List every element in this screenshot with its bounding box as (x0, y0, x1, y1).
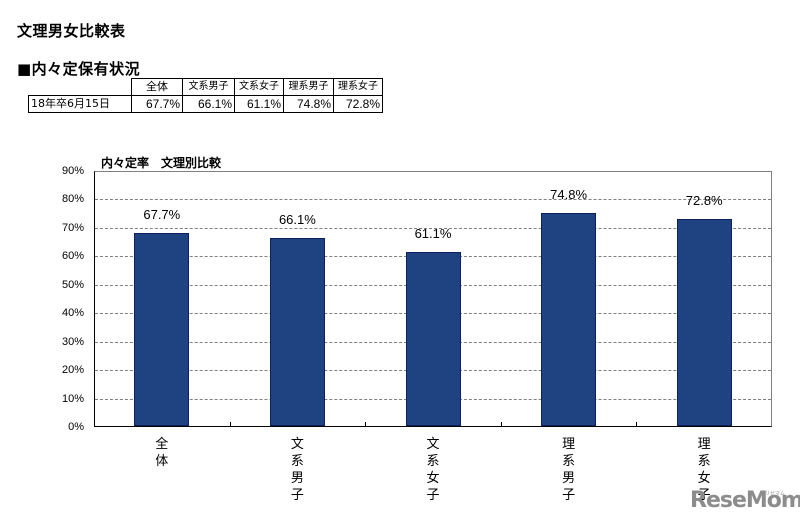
resemom-logo: ReseMom (690, 488, 800, 513)
table-header-cell: 文系男子 (182, 78, 235, 96)
x-axis-category-label: 理系男子 (562, 437, 576, 503)
table-header-cell: 理系女子 (333, 78, 383, 96)
table-row-label: 18年卒6月15日 (28, 95, 132, 113)
y-axis-tick-label: 0% (68, 421, 84, 433)
section-heading: ■内々定保有状況 (17, 60, 141, 78)
table-header-cell: 全体 (131, 78, 183, 96)
watermark-kana: リセマム (765, 491, 786, 497)
x-axis-tick (636, 422, 638, 427)
page-title: 文理男女比較表 (17, 22, 126, 40)
x-axis-category-label: 理系女子 (697, 437, 711, 503)
bar-value-label: 61.1% (414, 226, 452, 242)
summary-table: 全体 文系男子 文系女子 理系男子 理系女子 18年卒6月15日 67.7% 6… (28, 78, 383, 113)
x-axis-category-label: 文系女子 (426, 437, 440, 503)
bar (405, 252, 461, 426)
y-axis-tick-label: 80% (61, 193, 84, 206)
table-row: 18年卒6月15日 67.7% 66.1% 61.1% 74.8% 72.8% (28, 95, 383, 113)
x-axis-tick (229, 422, 231, 427)
bar-value-label: 67.7% (143, 207, 181, 223)
y-axis-tick-label: 10% (61, 392, 84, 405)
gridline (95, 199, 771, 201)
table-cell: 74.8% (283, 95, 334, 113)
x-axis-category-label: 文系男子 (290, 437, 304, 503)
y-axis-tick-label: 60% (61, 250, 84, 263)
table-cell: 61.1% (234, 95, 284, 113)
bar-value-label: 72.8% (685, 192, 723, 208)
x-axis-tick (500, 422, 502, 427)
chart-title: 内々定率 文理別比較 (101, 156, 222, 170)
bar (676, 218, 732, 426)
y-axis-tick-label: 20% (61, 364, 84, 377)
bar-value-label: 74.8% (550, 187, 588, 203)
x-axis-category-label: 全体 (155, 437, 169, 469)
bar-value-label: 66.1% (278, 211, 316, 227)
y-axis-tick-label: 90% (61, 165, 84, 177)
y-axis-tick-label: 40% (61, 307, 84, 320)
bar (134, 233, 190, 426)
table-cell: 67.7% (131, 95, 183, 113)
y-axis-tick-label: 70% (61, 221, 84, 234)
table-corner-cell (29, 79, 132, 96)
table-header-cell: 文系女子 (234, 78, 284, 96)
table-header-cell: 理系男子 (283, 78, 334, 96)
x-axis-tick (365, 422, 367, 427)
table-header-row: 全体 文系男子 文系女子 理系男子 理系女子 (29, 78, 383, 96)
table-cell: 72.8% (333, 95, 383, 113)
bar (269, 237, 325, 426)
bar (541, 213, 597, 426)
y-axis-tick-label: 30% (61, 335, 84, 348)
y-axis-tick-label: 50% (61, 278, 84, 291)
gridline (95, 227, 771, 229)
table-cell: 66.1% (182, 95, 235, 113)
